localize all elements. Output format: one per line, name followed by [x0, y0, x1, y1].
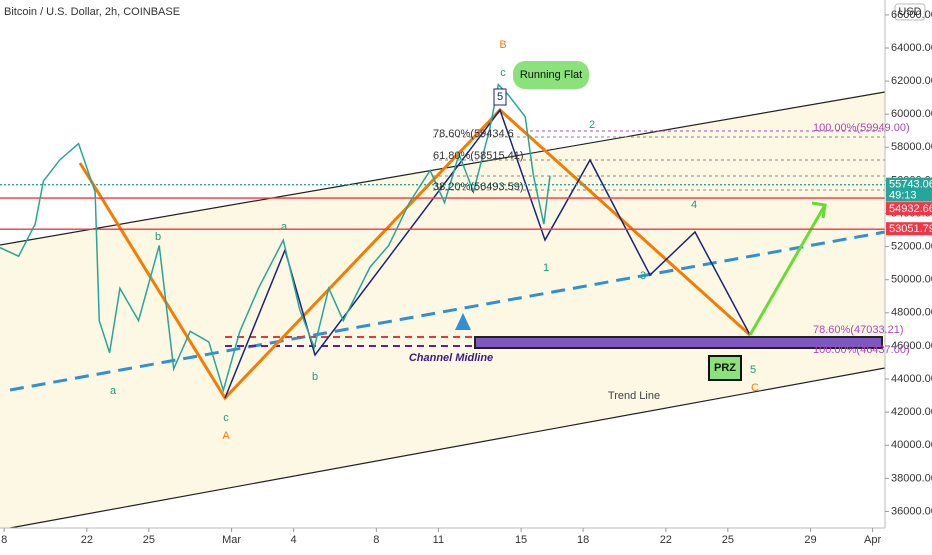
x-tick-label: 15 — [515, 534, 527, 546]
annotation: 2 — [589, 119, 595, 131]
annotation: B — [499, 39, 506, 51]
channel-fill — [0, 92, 885, 530]
x-tick-label: 11 — [433, 534, 444, 546]
annotation: Channel Midline — [409, 352, 493, 364]
price-label: 55743.06 — [889, 179, 932, 191]
annotation: A — [222, 430, 230, 442]
prz-box — [474, 336, 883, 349]
currency[interactable]: USD — [898, 6, 921, 18]
axis-panel — [885, 0, 932, 550]
x-tick-label: 29 — [804, 534, 816, 546]
y-tick-label: 44000.00 — [891, 373, 932, 385]
projection-path — [224, 108, 751, 399]
annotation-box — [708, 355, 742, 381]
annotation: 5 — [497, 91, 503, 103]
annotation: 3 — [640, 270, 646, 282]
fib-label: 38.20%(56493.59) — [433, 181, 524, 193]
y-tick-label: 64000.00 — [891, 42, 932, 54]
x-tick-label: Mar — [222, 534, 241, 546]
annotation: c — [223, 412, 229, 424]
annotation: b — [155, 231, 161, 243]
channel-midline — [9, 230, 886, 392]
x-tick-label: 25 — [722, 534, 734, 546]
y-tick-label: 42000.00 — [891, 406, 932, 418]
x-tick-label: 22 — [81, 534, 93, 546]
marks — [0, 83, 885, 393]
chart-title: Bitcoin / U.S. Dollar, 2h, COINBASE — [4, 6, 180, 18]
fib-label: 100.00%(59949.00) — [813, 122, 910, 134]
annotation-box — [493, 88, 507, 106]
x-tick-label: Apr — [864, 534, 881, 546]
y-tick-label: 62000.00 — [891, 75, 932, 87]
fib-label: 100.00%(46437.00) — [813, 344, 910, 356]
price-label: 54932.66 — [889, 203, 932, 215]
price-line — [0, 83, 551, 393]
annotation: a — [281, 221, 288, 233]
x-tick-label: 4 — [291, 534, 297, 546]
x-tick-label: 8 — [1, 534, 7, 546]
price-label-box — [886, 202, 932, 216]
y-tick-label: 60000.00 — [891, 108, 932, 120]
channel-lower — [9, 367, 886, 529]
currency-box[interactable] — [894, 3, 926, 21]
annotation-bubble — [513, 61, 589, 89]
axis-panel — [0, 528, 932, 550]
x-tick-label: 22 — [660, 534, 672, 546]
arrow-head — [455, 313, 471, 330]
fib-label: 61.80%(58515.41) — [433, 150, 524, 162]
y-tick-label: 36000.00 — [891, 505, 932, 517]
annotation: 4 — [691, 199, 697, 211]
price-label-box — [886, 177, 932, 202]
y-tick-label: 58000.00 — [891, 141, 932, 153]
y-tick-label: 50000.00 — [891, 274, 932, 286]
y-tick-label: 40000.00 — [891, 439, 932, 451]
annotation: 5 — [750, 364, 756, 376]
arrow-head — [811, 201, 827, 219]
x-tick-label: 25 — [143, 534, 155, 546]
y-tick-label: 38000.00 — [891, 472, 932, 484]
projection-arrow — [748, 204, 827, 336]
y-tick-label: 66000.00 — [891, 9, 932, 21]
annotation: Running Flat — [520, 69, 582, 81]
x-tick-label: 18 — [577, 534, 589, 546]
annotation: C — [751, 382, 759, 394]
price-label-box — [886, 222, 932, 236]
price-label: 53051.79 — [889, 223, 932, 235]
fib-label: 78.60%(47033.21) — [813, 324, 904, 336]
annotation: PRZ — [714, 362, 736, 374]
wave-path — [78, 107, 752, 401]
annotation: Trend Line — [608, 390, 660, 402]
countdown: 49:13 — [889, 190, 917, 202]
annotation: c — [500, 67, 506, 79]
x-tick-label: 8 — [373, 534, 379, 546]
annotation: 1 — [543, 262, 549, 274]
annotation: a — [110, 385, 117, 397]
fib-label: 78.60%(59434.6 — [433, 128, 514, 140]
y-tick-label: 46000.00 — [891, 340, 932, 352]
y-tick-label: 48000.00 — [891, 307, 932, 319]
y-tick-label: 52000.00 — [891, 241, 932, 253]
annotation: b — [312, 371, 318, 383]
